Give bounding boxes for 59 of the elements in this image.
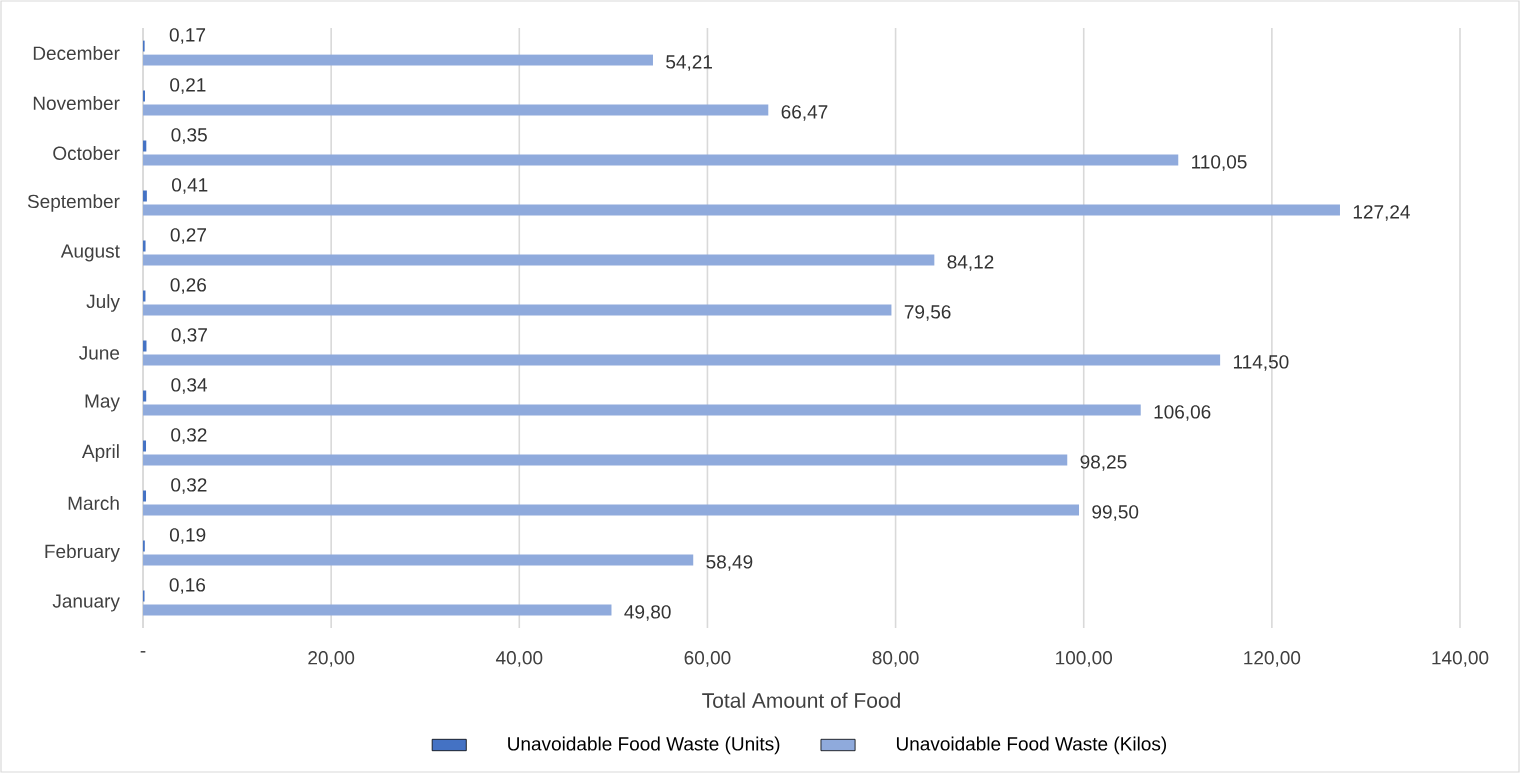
bar bbox=[143, 604, 612, 616]
y-tick-label: May bbox=[85, 394, 120, 412]
data-label: 0,32 bbox=[171, 428, 207, 444]
data-label: 0,35 bbox=[171, 128, 207, 144]
data-label: 49,80 bbox=[624, 605, 671, 621]
data-label: 0,41 bbox=[172, 178, 208, 194]
data-label: 58,49 bbox=[706, 555, 753, 571]
data-label: 54,21 bbox=[666, 55, 712, 71]
data-label: 0,21 bbox=[170, 78, 206, 94]
x-tick-label: 40,00 bbox=[495, 651, 543, 667]
bar bbox=[143, 554, 694, 566]
data-label: 114,50 bbox=[1233, 355, 1289, 371]
x-axis-title: Total Amount of Food bbox=[702, 692, 900, 708]
y-tick-label: December bbox=[33, 46, 120, 60]
x-tick-label: 80,00 bbox=[872, 651, 919, 667]
y-tick-label: January bbox=[52, 594, 120, 612]
data-label: 110,05 bbox=[1192, 155, 1247, 171]
data-label: 98,25 bbox=[1080, 455, 1127, 471]
y-tick-label: September bbox=[27, 194, 120, 212]
x-tick-label: 20,00 bbox=[308, 651, 355, 667]
bar bbox=[143, 154, 1179, 166]
data-label: 66,47 bbox=[781, 105, 828, 121]
y-tick-label: February bbox=[45, 544, 120, 562]
y-tick-label: April bbox=[81, 444, 119, 462]
data-label: 0,34 bbox=[171, 378, 208, 394]
data-label: 0,37 bbox=[171, 328, 207, 344]
bar bbox=[143, 504, 1080, 516]
data-label: 84,12 bbox=[947, 255, 994, 271]
x-tick-label: 120,00 bbox=[1244, 651, 1301, 667]
x-tick-label: - bbox=[140, 651, 146, 653]
y-tick-label: August bbox=[60, 244, 120, 262]
legend-label: Unavoidable Food Waste (Units) bbox=[508, 736, 780, 755]
x-tick-label: 60,00 bbox=[684, 651, 731, 667]
data-label: 0,27 bbox=[170, 228, 206, 244]
bar bbox=[143, 454, 1068, 466]
data-label: 79,56 bbox=[904, 305, 951, 321]
bar bbox=[143, 254, 935, 266]
data-label: 127,24 bbox=[1353, 205, 1410, 221]
bar bbox=[143, 354, 1221, 366]
bar bbox=[143, 104, 769, 116]
bar bbox=[143, 204, 1340, 216]
y-tick-label: March bbox=[68, 496, 119, 510]
y-tick-label: October bbox=[53, 146, 120, 160]
data-label: 99,50 bbox=[1092, 505, 1139, 521]
x-tick-label: 100,00 bbox=[1056, 651, 1113, 667]
data-label: 0,32 bbox=[171, 478, 207, 494]
x-tick-label: 140,00 bbox=[1432, 651, 1489, 667]
data-label: 106,06 bbox=[1154, 405, 1211, 421]
bar bbox=[143, 54, 653, 66]
legend-label: Unavoidable Food Waste (Kilos) bbox=[896, 736, 1167, 755]
bar bbox=[143, 304, 892, 316]
y-tick-label: November bbox=[33, 96, 120, 110]
data-label: 0,16 bbox=[169, 578, 206, 594]
y-tick-label: July bbox=[86, 294, 120, 312]
data-label: 0,19 bbox=[169, 528, 206, 544]
y-tick-label: June bbox=[79, 346, 120, 360]
data-label: 0,26 bbox=[170, 278, 206, 294]
data-label: 0,17 bbox=[169, 28, 206, 44]
bar bbox=[143, 404, 1141, 416]
